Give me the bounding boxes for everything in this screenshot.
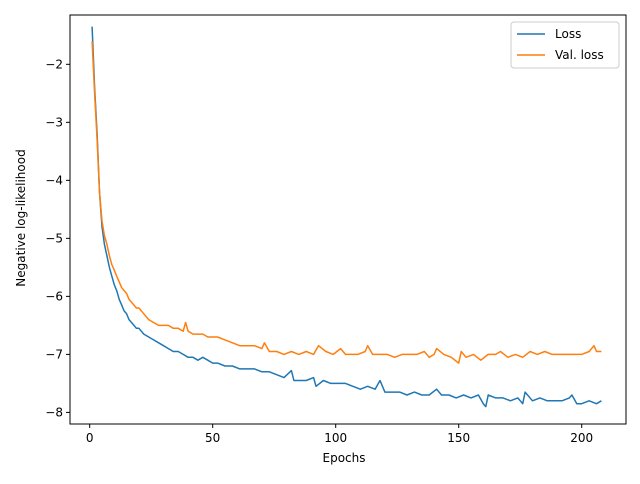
legend: Loss Val. loss (510, 21, 620, 69)
series-line-val-loss (91, 41, 602, 364)
y-axis-label: Negative log-likelihood (14, 149, 28, 286)
series-line-loss (91, 26, 602, 408)
x-tick-label: 50 (205, 431, 220, 445)
x-tick-label: 200 (570, 431, 593, 445)
legend-label: Val. loss (555, 48, 604, 62)
y-tick-label: −4 (45, 173, 63, 187)
y-tick-label: −7 (45, 347, 63, 361)
axes-layer: 0 50 100 150 200 −8 −7 −6 −5 −4 −3 −2 (45, 14, 627, 445)
y-tick-label: −6 (45, 289, 63, 303)
y-tick-label: −3 (45, 115, 63, 129)
y-tick-label: −5 (45, 231, 63, 245)
x-axis-label: Epochs (323, 451, 366, 465)
y-tick-label: −8 (45, 405, 63, 419)
x-tick-label: 150 (447, 431, 470, 445)
x-tick-label: 0 (86, 431, 94, 445)
x-tick-label: 100 (324, 431, 347, 445)
y-tick-label: −2 (45, 57, 63, 71)
legend-label: Loss (555, 27, 581, 41)
series-layer (91, 26, 602, 408)
plot-frame (69, 14, 627, 425)
